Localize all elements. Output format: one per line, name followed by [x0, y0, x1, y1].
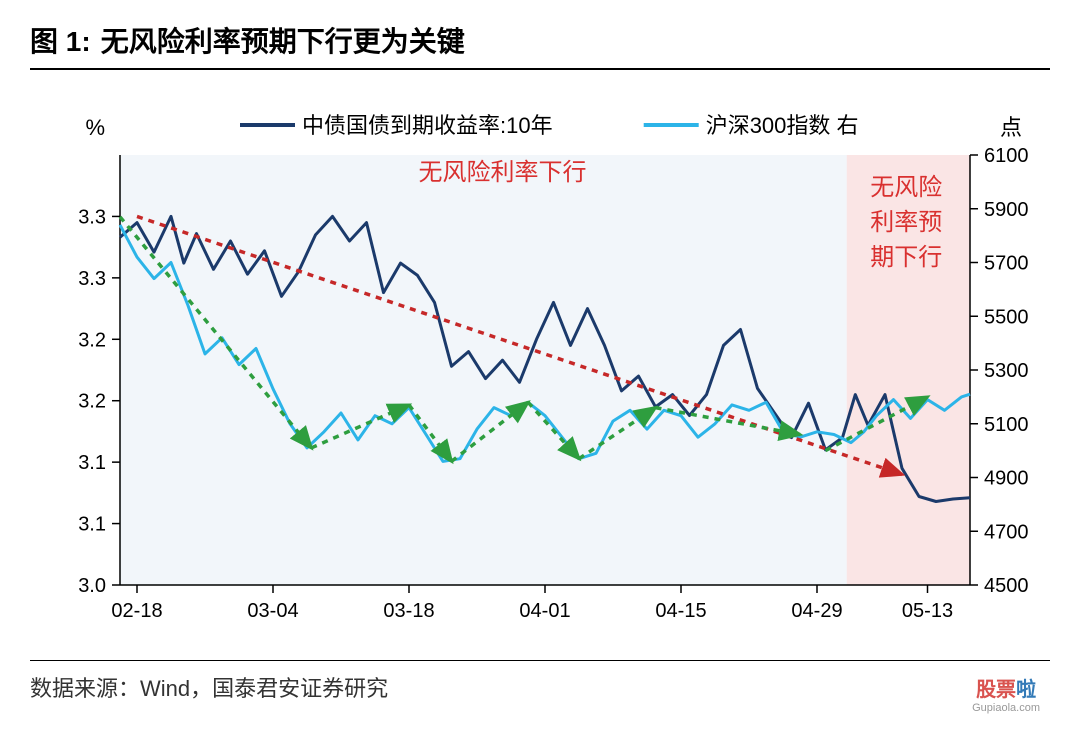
svg-text:3.3: 3.3 [78, 206, 106, 228]
chart-svg: 3.0 3.1 3.1 3.2 3.2 3.3 3.3% 4500 4700 4900 5100 53… [40, 85, 1040, 645]
svg-text:中债国债到期收益率:10年: 中债国债到期收益率:10年 [302, 113, 553, 138]
figure-header: 图 1: 无风险利率预期下行更为关键 [30, 20, 1050, 70]
annotation: 利率预 [870, 209, 942, 236]
data-source: 数据来源：Wind，国泰君安证券研究 [30, 660, 1050, 703]
svg-text:4900: 4900 [984, 468, 1029, 490]
svg-text:5300: 5300 [984, 360, 1029, 382]
svg-text:02-18: 02-18 [111, 600, 162, 622]
svg-text:05-13: 05-13 [902, 600, 953, 622]
svg-text:5100: 5100 [984, 414, 1029, 436]
svg-text:3.1: 3.1 [78, 452, 106, 474]
svg-text:3.1: 3.1 [78, 514, 106, 536]
svg-text:4500: 4500 [984, 575, 1029, 597]
svg-text:沪深300指数 右: 沪深300指数 右 [706, 113, 859, 138]
figure-title: 无风险利率预期下行更为关键 [101, 20, 465, 60]
svg-text:03-04: 03-04 [247, 600, 298, 622]
svg-text:3.0: 3.0 [78, 575, 106, 597]
svg-text:3.3: 3.3 [78, 268, 106, 290]
svg-text:5900: 5900 [984, 199, 1029, 221]
chart-area: 3.0 3.1 3.1 3.2 3.2 3.3 3.3% 4500 4700 4900 5100 53… [40, 85, 1040, 645]
svg-text:3.2: 3.2 [78, 391, 106, 413]
svg-text:5700: 5700 [984, 253, 1029, 275]
figure-label: 图 1: [30, 20, 91, 60]
watermark: 股票啦 Gupiaola.com [972, 673, 1040, 714]
annotation: 无风险利率下行 [419, 159, 587, 186]
annotation: 期下行 [870, 244, 942, 271]
svg-text:04-29: 04-29 [791, 600, 842, 622]
svg-text:%: % [85, 115, 105, 140]
svg-text:04-15: 04-15 [655, 600, 706, 622]
watermark-text-2: 啦 [1016, 679, 1036, 701]
svg-text:03-18: 03-18 [383, 600, 434, 622]
watermark-text-1: 股票 [976, 679, 1016, 701]
svg-text:5500: 5500 [984, 306, 1029, 328]
svg-text:6100: 6100 [984, 145, 1029, 167]
svg-text:4700: 4700 [984, 521, 1029, 543]
watermark-url: Gupiaola.com [972, 702, 1040, 714]
svg-text:3.2: 3.2 [78, 329, 106, 351]
svg-text:04-01: 04-01 [519, 600, 570, 622]
annotation: 无风险 [870, 174, 942, 201]
svg-text:点: 点 [1000, 115, 1022, 140]
